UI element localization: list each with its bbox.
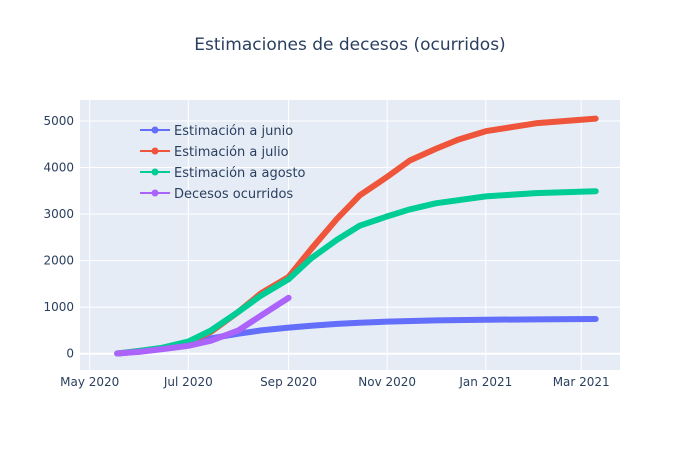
series-line-3[interactable]	[114, 294, 292, 357]
legend-label: Estimación a julio	[174, 145, 289, 160]
x-tick-label: Sep 2020	[260, 375, 317, 389]
series-layer	[114, 115, 599, 357]
series-line-2[interactable]	[114, 188, 599, 357]
legend-marker-icon	[151, 168, 159, 176]
legend-item-1[interactable]: Estimación a julio	[140, 145, 289, 160]
legend-label: Estimación a agosto	[174, 166, 306, 181]
x-tick-label: Nov 2020	[358, 375, 416, 389]
y-tick-label: 2000	[43, 254, 74, 268]
x-tick-label: May 2020	[60, 375, 119, 389]
legend-item-0[interactable]: Estimación a junio	[140, 124, 293, 139]
y-tick-label: 1000	[43, 300, 74, 314]
grid	[80, 100, 620, 370]
x-tick-label: Jul 2020	[163, 375, 213, 389]
chart-title: Estimaciones de decesos (ocurridos)	[194, 35, 505, 55]
legend[interactable]: Estimación a junio Estimación a julio Esti…	[140, 124, 306, 202]
y-tick-label: 3000	[43, 207, 74, 221]
legend-item-2[interactable]: Estimación a agosto	[140, 166, 306, 181]
legend-label: Decesos ocurridos	[174, 187, 293, 202]
axis-labels: May 2020 Jul 2020 Sep 2020 Nov 2020 Jan 2021…	[43, 114, 609, 389]
legend-label: Estimación a junio	[174, 124, 293, 139]
y-tick-label: 4000	[43, 161, 74, 175]
legend-marker-icon	[151, 126, 159, 134]
legend-marker-icon	[151, 189, 159, 197]
x-tick-label: Jan 2021	[458, 375, 512, 389]
legend-item-3[interactable]: Decesos ocurridos	[140, 187, 293, 202]
legend-marker-icon	[151, 147, 159, 155]
y-tick-label: 0	[66, 347, 74, 361]
y-tick-label: 5000	[43, 114, 74, 128]
x-tick-label: Mar 2021	[553, 375, 610, 389]
